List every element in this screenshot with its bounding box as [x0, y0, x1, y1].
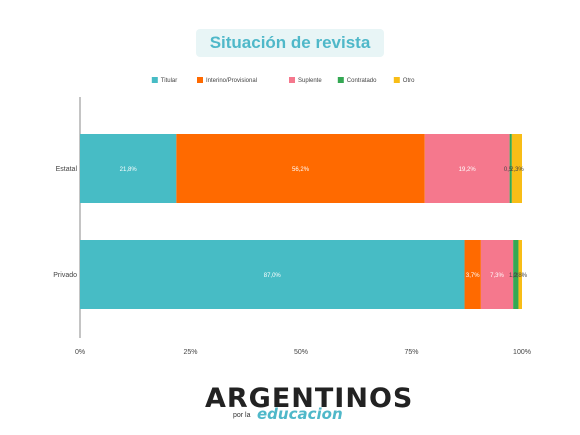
- x-tick-label: 0%: [75, 349, 85, 356]
- x-tick-label: 75%: [404, 349, 418, 356]
- data-label: 87,0%: [264, 273, 282, 279]
- category-label: Estatal: [56, 166, 78, 173]
- data-label: 3,7%: [466, 273, 480, 279]
- x-tick-label: 50%: [294, 349, 308, 356]
- data-label: 1,2%: [509, 273, 523, 279]
- data-label: 2,3%: [510, 167, 524, 173]
- data-label: 56,2%: [292, 167, 310, 173]
- chart-title-box: Situación de revista: [196, 29, 384, 57]
- logo-main-text: ARGENTINOS: [205, 383, 414, 414]
- chart-title: Situación de revista: [209, 33, 371, 52]
- data-label: 21,8%: [120, 167, 138, 173]
- legend-swatch: [197, 77, 203, 83]
- bar-segment: [518, 240, 522, 309]
- bar-segment: [80, 240, 465, 309]
- bar-segment: [509, 134, 512, 203]
- stacked-bar-chart: 0% 25% 50% 75% 100% Estatal Privado 21,8% 56,2% 1…: [53, 77, 531, 356]
- x-tick-label: 100%: [513, 349, 531, 356]
- legend-swatch: [337, 77, 344, 83]
- data-label: 0,8%: [513, 273, 527, 279]
- data-label: 19,2%: [459, 167, 477, 173]
- argentinos-logo: ARGENTINOS por la educacion: [205, 383, 412, 428]
- bar-segment: [513, 240, 519, 309]
- category-label: Privado: [53, 272, 77, 279]
- data-label: 7,3%: [490, 273, 504, 279]
- bar-segment: [176, 134, 425, 203]
- bar-segment: [80, 134, 177, 203]
- bar-segment: [424, 134, 510, 203]
- legend-label: Contratado: [347, 78, 377, 84]
- legend-label: Suplente: [298, 78, 322, 84]
- logo-educacion-text: educacion: [257, 405, 343, 423]
- data-label: 0,5%: [504, 167, 518, 173]
- legend-label: Otro: [403, 78, 415, 84]
- legend-swatch: [393, 77, 400, 83]
- logo-por-la-text: por la: [233, 412, 251, 419]
- legend-label: Interino/Provisional: [206, 78, 257, 84]
- bar-segment: [464, 240, 481, 309]
- legend-swatch: [289, 77, 295, 83]
- bar-segment: [480, 240, 514, 309]
- legend-label: Titular: [161, 78, 177, 84]
- legend-swatch: [151, 77, 158, 83]
- x-tick-label: 25%: [183, 349, 197, 356]
- bar-segment: [511, 134, 522, 203]
